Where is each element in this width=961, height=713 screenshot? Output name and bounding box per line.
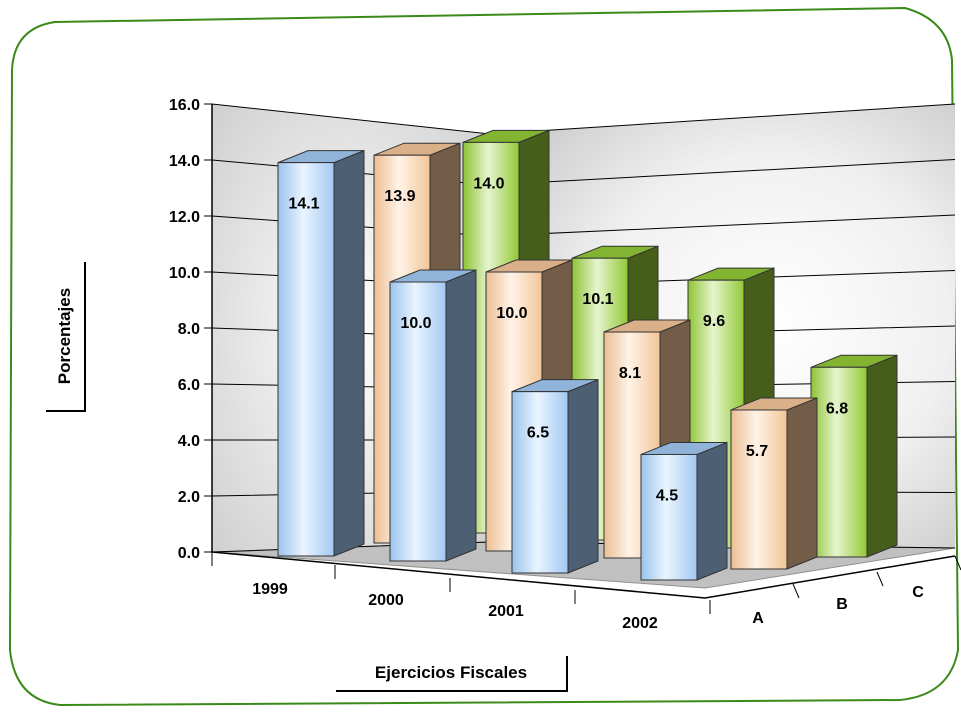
y-tick-label: 14.0 xyxy=(169,153,200,170)
data-label: 8.1 xyxy=(619,365,641,382)
x-tick-label: 1999 xyxy=(252,581,288,598)
data-label: 6.8 xyxy=(826,400,848,417)
y-tick-label: 4.0 xyxy=(178,433,200,450)
y-tick-label: 16.0 xyxy=(169,97,200,114)
data-label: 10.0 xyxy=(496,305,527,322)
data-label: 14.1 xyxy=(288,196,319,213)
y-tick-label: 0.0 xyxy=(178,545,200,562)
bar-A-1999 xyxy=(277,149,365,557)
x-tick-label: 2002 xyxy=(622,615,658,632)
bars xyxy=(277,129,898,581)
data-label: 10.1 xyxy=(582,291,613,308)
y-tick-label: 10.0 xyxy=(169,265,200,282)
y-axis-title: Porcentajes xyxy=(55,287,74,385)
data-label: 4.5 xyxy=(656,487,678,504)
x-axis-title-box: Ejercicios Fiscales xyxy=(336,656,568,692)
bar-B-2002 xyxy=(730,397,818,570)
y-tick-label: 12.0 xyxy=(169,209,200,226)
series-label: B xyxy=(836,596,848,613)
z-tick-mark xyxy=(954,555,961,571)
bar-A-2001 xyxy=(511,378,599,574)
data-label: 5.7 xyxy=(746,443,768,460)
y-axis-title-box: Porcentajes xyxy=(46,262,86,412)
z-axis-line xyxy=(704,555,956,599)
x-axis-title: Ejercicios Fiscales xyxy=(374,663,528,682)
x-axis-line xyxy=(211,551,706,599)
z-tick-mark xyxy=(876,571,884,587)
data-label: 13.9 xyxy=(384,188,415,205)
data-labels: 14.1 10.0 6.5 4.5 13.9 10.0 8.1 5.7 14.0 10.1 9.6 6… xyxy=(288,175,848,504)
data-label: 9.6 xyxy=(703,313,725,330)
y-tick-label: 8.0 xyxy=(178,321,200,338)
data-label: 6.5 xyxy=(527,425,549,442)
y-tick-label: 6.0 xyxy=(178,377,200,394)
y-tick-label: 2.0 xyxy=(178,489,200,506)
series-label: C xyxy=(912,584,924,601)
bar-A-2000 xyxy=(389,269,477,562)
x-tick-label: 2000 xyxy=(368,592,404,609)
bar-C-2002 xyxy=(810,354,898,558)
series-label: A xyxy=(752,610,764,627)
z-tick-mark xyxy=(792,583,800,599)
bar-A-2002 xyxy=(640,441,728,581)
x-tick-label: 2001 xyxy=(488,603,524,620)
data-label: 14.0 xyxy=(473,175,504,192)
chart-frame xyxy=(8,6,960,707)
tick-labels: 0.0 2.0 4.0 6.0 8.0 10.0 12.0 14.0 16.0 1999 2000 2… xyxy=(169,97,924,632)
data-label: 10.0 xyxy=(400,315,431,332)
